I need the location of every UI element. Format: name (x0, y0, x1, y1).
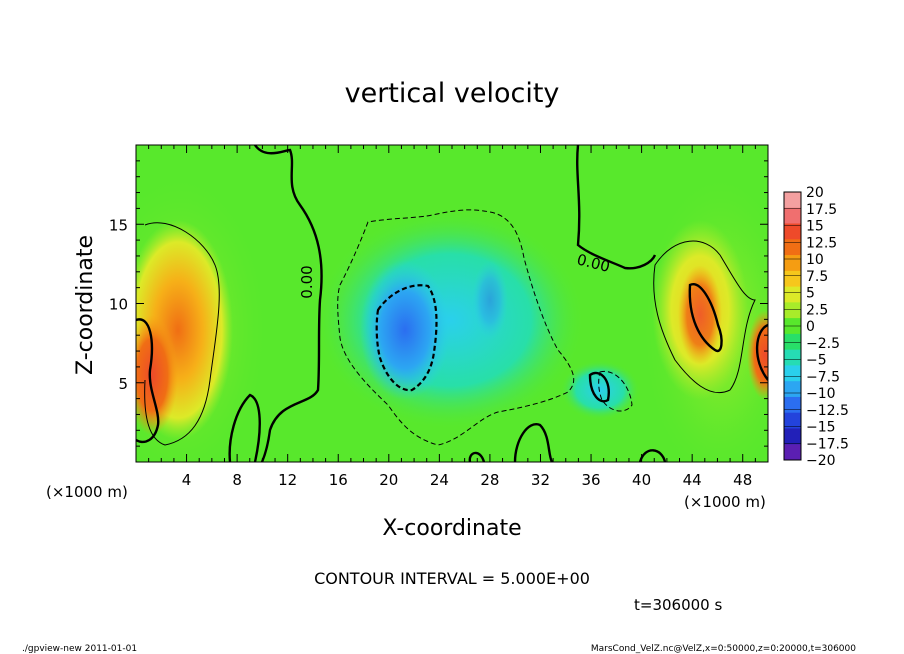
colorbar-swatch (784, 349, 801, 366)
colorbar-swatch (784, 255, 801, 272)
colorbar-label: −10 (806, 386, 836, 402)
x-tick-label: 36 (581, 471, 600, 489)
x-tick-label: 16 (329, 471, 348, 489)
contour-thin-right (653, 240, 756, 394)
colorbar-swatch (784, 286, 801, 303)
colorbar-swatch (784, 412, 801, 429)
x-tick-label: 40 (632, 471, 651, 489)
contour-dashed-core (375, 284, 438, 392)
colorbar-label: 12.5 (806, 235, 837, 251)
contour-dashed-outer (337, 209, 575, 446)
colorbar-label: 7.5 (806, 269, 828, 285)
contour-label-rotated: 0.00 (298, 265, 316, 298)
field-cyan-region (315, 210, 585, 430)
y-tick-label: 15 (109, 216, 128, 234)
colorbar-label: 10 (806, 252, 824, 268)
colorbar-label: 2.5 (806, 302, 828, 318)
x-tick-label: 28 (480, 471, 499, 489)
contour-zero-left (254, 145, 323, 462)
contour-right-core (688, 283, 723, 353)
x-unit-label: (×1000 m) (684, 493, 766, 511)
field-updraft-edge (747, 310, 768, 400)
colorbar-label: −15 (806, 420, 836, 436)
y-unit-label: (×1000 m) (46, 483, 128, 501)
colorbar-swatch (784, 207, 801, 225)
colorbar-label: 0 (806, 319, 815, 335)
field-updraft-left-core (136, 315, 178, 435)
contour-left-bottom (136, 318, 160, 444)
x-tick-label: 44 (683, 471, 702, 489)
x-tick-label: 4 (182, 471, 192, 489)
contour-dashed-lobe (598, 370, 633, 412)
colorbar-swatch (784, 365, 801, 382)
colorbar-swatch (784, 223, 801, 240)
x-tick-label: 12 (278, 471, 297, 489)
colorbar-label: −12.5 (806, 403, 849, 419)
colorbar-label: 20 (806, 185, 824, 201)
colorbar-label: −5 (806, 353, 827, 369)
colorbar-label: 17.5 (806, 202, 837, 218)
x-tick-label: 8 (232, 471, 242, 489)
x-tick-label: 32 (531, 471, 550, 489)
footer-left: ./gpview-new 2011-01-01 (22, 644, 137, 654)
contour-bottom-blob-5 (468, 451, 486, 462)
contour-bottom-blob-1 (513, 423, 554, 462)
x-tick-label: 24 (430, 471, 449, 489)
contour-thin-left (144, 222, 220, 446)
chart-title: vertical velocity (345, 78, 560, 109)
colorbar-label: −20 (806, 453, 836, 469)
y-axis-ticks: 5 10 15 (109, 160, 768, 447)
colorbar: 2017.51512.5107.552.50−2.5−5−7.5−10−12.5… (783, 185, 849, 469)
field-blue-secondary (472, 260, 508, 340)
x-axis-label: X-coordinate (382, 516, 521, 541)
colorbar-swatch (784, 396, 801, 414)
contour-zero-right (576, 145, 657, 270)
y-tick-label: 5 (118, 375, 128, 393)
colorbar-label: 5 (806, 286, 815, 302)
contour-bottom-blob-2 (588, 371, 610, 403)
colorbar-swatch (784, 302, 801, 319)
colorbar-label: 15 (806, 219, 824, 235)
contour-right-edge (755, 323, 768, 381)
x-tick-label: 48 (733, 471, 752, 489)
colorbar-label: −17.5 (806, 436, 849, 452)
colorbar-swatch (784, 192, 801, 209)
contour-bottom-blob-4 (228, 393, 261, 462)
colorbar-swatch (784, 270, 801, 288)
colorbar-label: −7.5 (806, 369, 840, 385)
colorbar-swatch (784, 428, 801, 445)
y-tick-label: 10 (109, 296, 128, 314)
colorbar-label: −2.5 (806, 336, 840, 352)
y-axis-label: Z-coordinate (73, 235, 98, 375)
colorbar-swatch (784, 239, 801, 256)
colorbar-swatch (784, 381, 801, 398)
colorbar-swatch (784, 444, 801, 461)
contour-interval-text: CONTOUR INTERVAL = 5.000E+00 (314, 569, 590, 588)
plot-area (136, 145, 768, 462)
x-axis-ticks: 4 8 12 16 20 24 28 32 36 40 44 48 (148, 145, 756, 489)
footer-right: MarsCond_VelZ.nc@VelZ,x=0:50000,z=0:2000… (591, 644, 856, 654)
colorbar-swatch (784, 333, 801, 351)
field-cyan-lobe (560, 360, 640, 420)
time-label: t=306000 s (634, 596, 722, 614)
x-tick-label: 20 (379, 471, 398, 489)
